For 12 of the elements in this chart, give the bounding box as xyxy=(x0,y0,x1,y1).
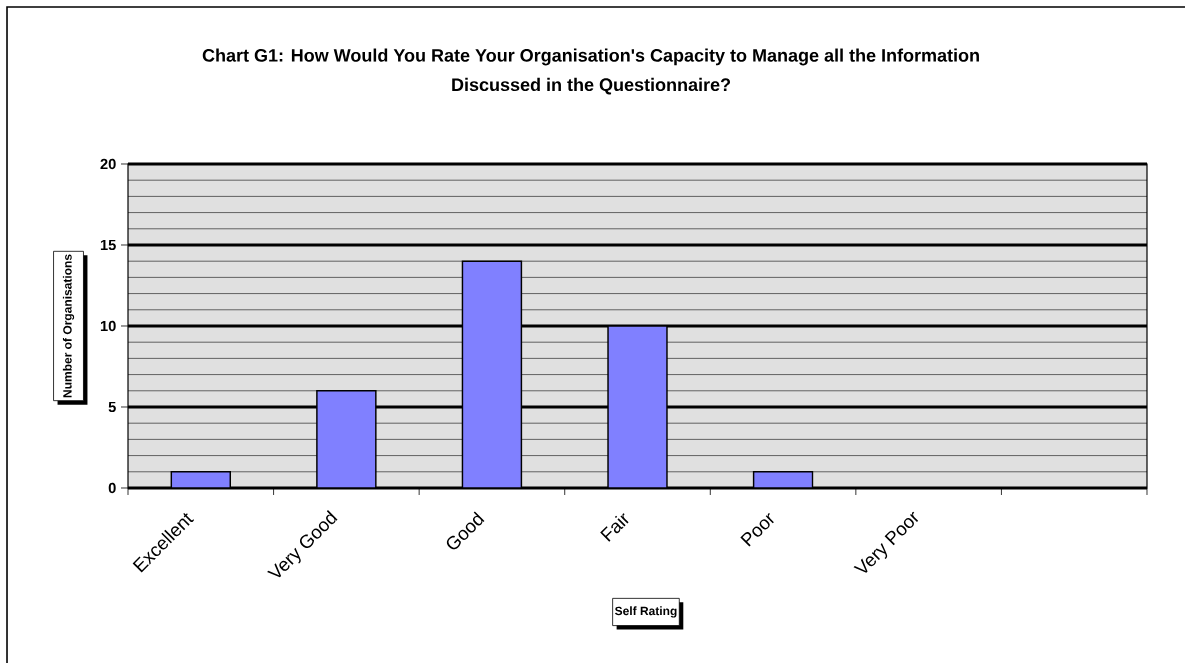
bar xyxy=(316,390,377,488)
bar xyxy=(607,325,668,488)
bar xyxy=(461,260,523,488)
y-tick-label: 15 xyxy=(100,239,116,251)
x-tick-label: Fair xyxy=(600,513,629,542)
y-tick-label: 5 xyxy=(108,401,116,413)
y-tick-label: 10 xyxy=(100,320,116,332)
y-tick-label: 0 xyxy=(108,482,116,494)
chart-title: Chart G1: How Would You Rate Your Organisation's Capacity to Manage all the Information Discussed in the Questionnaire? xyxy=(202,48,979,95)
y-axis-title: Number of Organisations xyxy=(62,254,75,398)
y-tick-label: 20 xyxy=(100,158,116,170)
x-axis-title: Self Rating xyxy=(614,606,677,618)
